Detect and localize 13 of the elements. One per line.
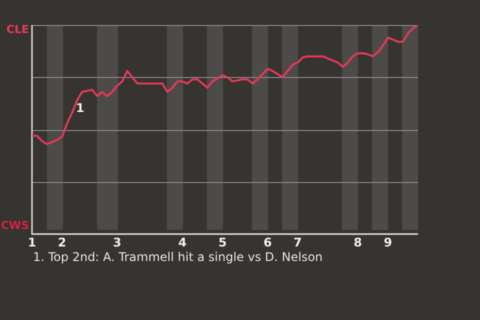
x-tick-label: 4 [178, 235, 187, 250]
text: 1. Top 2nd: A. Trammell hit a single vs D. Nelson [33, 250, 323, 264]
text: CLE [6, 22, 29, 36]
x-tick-label: 5 [218, 235, 227, 250]
text: CWS [0, 218, 30, 232]
x-tick-label: 8 [354, 235, 362, 250]
annotation: 1 [76, 101, 84, 116]
x-tick-label: 7 [294, 235, 302, 250]
x-tick-label: 2 [58, 235, 66, 250]
x-tick-label: 3 [113, 235, 122, 250]
x-tick-label: 1 [28, 235, 36, 250]
x-tick-label: 6 [263, 235, 272, 250]
x-tick-label: 9 [384, 235, 392, 250]
